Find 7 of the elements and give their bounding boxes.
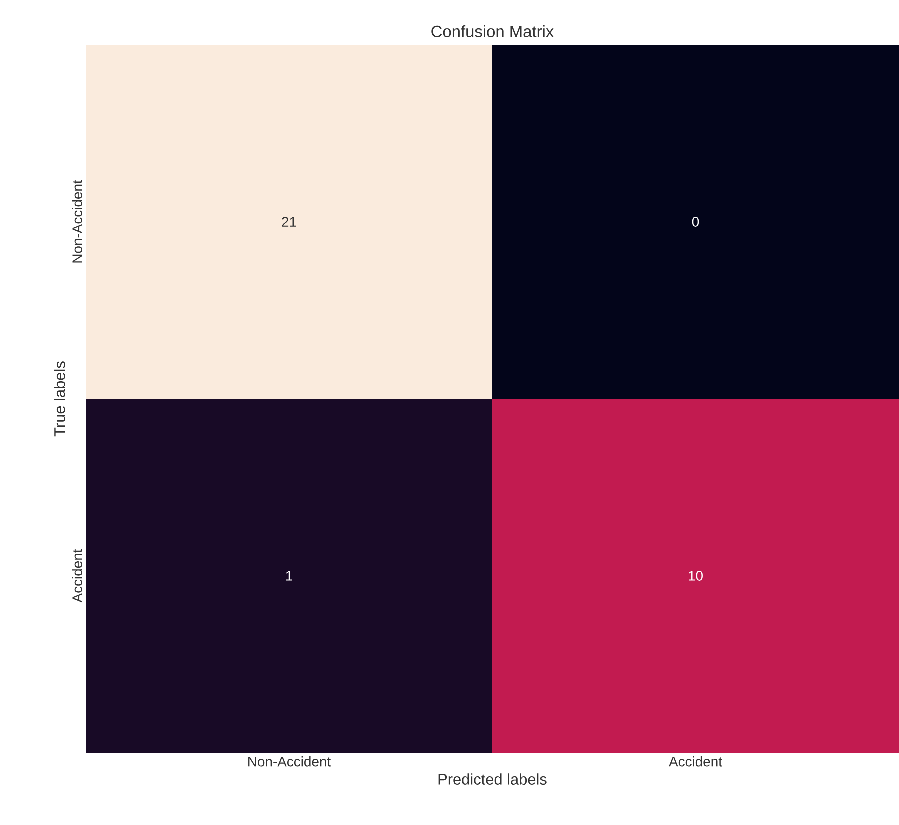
data-label: 10 xyxy=(689,571,703,581)
data-label: 0 xyxy=(692,217,700,227)
chart-title: Confusion Matrix xyxy=(432,25,554,38)
data-label: 21 xyxy=(282,217,296,227)
data-label: 1 xyxy=(286,571,292,581)
y-axis-title: True labels xyxy=(54,362,66,437)
x-axis-title: Predicted labels xyxy=(438,774,547,785)
